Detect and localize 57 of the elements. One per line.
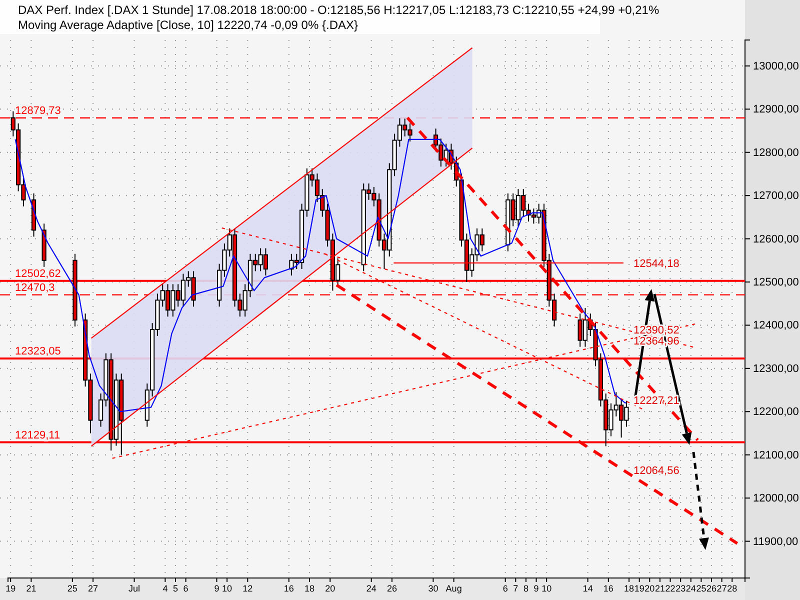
x-tick-label: 28: [727, 583, 738, 594]
x-tick-label: Aug: [446, 583, 462, 594]
y-tick-label: 12700,00: [753, 190, 799, 202]
x-tick-label: 24: [366, 583, 376, 594]
ref-line-label: 12323,05: [15, 345, 61, 358]
ref-line-label: 12879,73: [15, 104, 61, 117]
x-tick-label: 9: [534, 583, 539, 594]
annotation: 12064,56: [633, 465, 680, 478]
x-tick-label: 19: [634, 583, 644, 594]
x-tick-label: 6: [183, 583, 188, 594]
x-tick-label: 16: [284, 583, 294, 594]
y-tick-label: 12400,00: [753, 320, 799, 332]
x-tick-label: 25: [67, 583, 78, 594]
x-tick-label: 24: [686, 583, 696, 594]
x-tick-label: 10: [542, 583, 552, 594]
y-tick-label: 12900,00: [753, 104, 799, 116]
y-tick-label: 12100,00: [753, 449, 799, 462]
x-tick-label: 20: [644, 583, 655, 594]
ref-line-label: 12129,11: [15, 429, 60, 442]
y-tick-label: 12000,00: [753, 492, 799, 505]
y-tick-label: 11900,00: [753, 536, 798, 548]
x-tick-label: 18: [304, 583, 315, 594]
ref-line-label: 12470,3: [15, 282, 55, 294]
x-tick-label: 9: [214, 583, 220, 594]
y-tick-label: 12600,00: [753, 233, 799, 246]
x-tick-label: 27: [716, 583, 727, 594]
y-tick-label: 12500,00: [753, 276, 799, 289]
x-tick-label: 12: [242, 583, 253, 594]
x-tick-label: 6: [502, 583, 508, 594]
x-tick-label: 16: [603, 583, 614, 594]
y-tick-label: 12800,00: [753, 146, 799, 159]
y-tick-label: 12200,00: [753, 406, 799, 418]
chart-subtitle: Moving Average Adaptive [Close, 10] 12220,74 -0,09 0% {.DAX}: [18, 18, 358, 32]
x-tick-label: 27: [88, 583, 98, 594]
y-tick-label: 13000,00: [753, 60, 799, 72]
x-tick-label: 18: [624, 583, 634, 594]
chart-title: DAX Perf. Index [.DAX 1 Stunde] 17.08.2018 18:00:00 - O:12185,56 H:12217,05 L:12183,73 C:12210,55 +24,99 +0,21%: [18, 3, 660, 17]
x-tick-label: 25: [696, 583, 706, 594]
x-tick-label: 14: [582, 583, 593, 594]
annotation: 12544,18: [633, 258, 680, 270]
x-tick-label: 26: [706, 583, 717, 594]
x-tick-label: 26: [386, 583, 397, 594]
x-tick-label: 8: [523, 583, 528, 594]
x-tick-label: 20: [325, 583, 336, 594]
x-tick-label: 4: [162, 583, 168, 594]
x-tick-label: 21: [26, 583, 36, 594]
x-tick-label: 7: [513, 583, 518, 594]
x-tick-label: Jul: [128, 583, 140, 594]
x-tick-label: 5: [172, 583, 178, 594]
x-tick-label: 19: [6, 583, 16, 594]
x-tick-label: 22: [665, 583, 676, 594]
x-tick-label: 21: [654, 583, 665, 594]
ref-line-label: 12502,62: [15, 268, 61, 280]
x-tick-label: 23: [676, 583, 686, 594]
x-tick-label: 30: [428, 583, 438, 594]
x-tick-label: 10: [222, 583, 232, 594]
y-tick-label: 12300,00: [753, 362, 799, 375]
